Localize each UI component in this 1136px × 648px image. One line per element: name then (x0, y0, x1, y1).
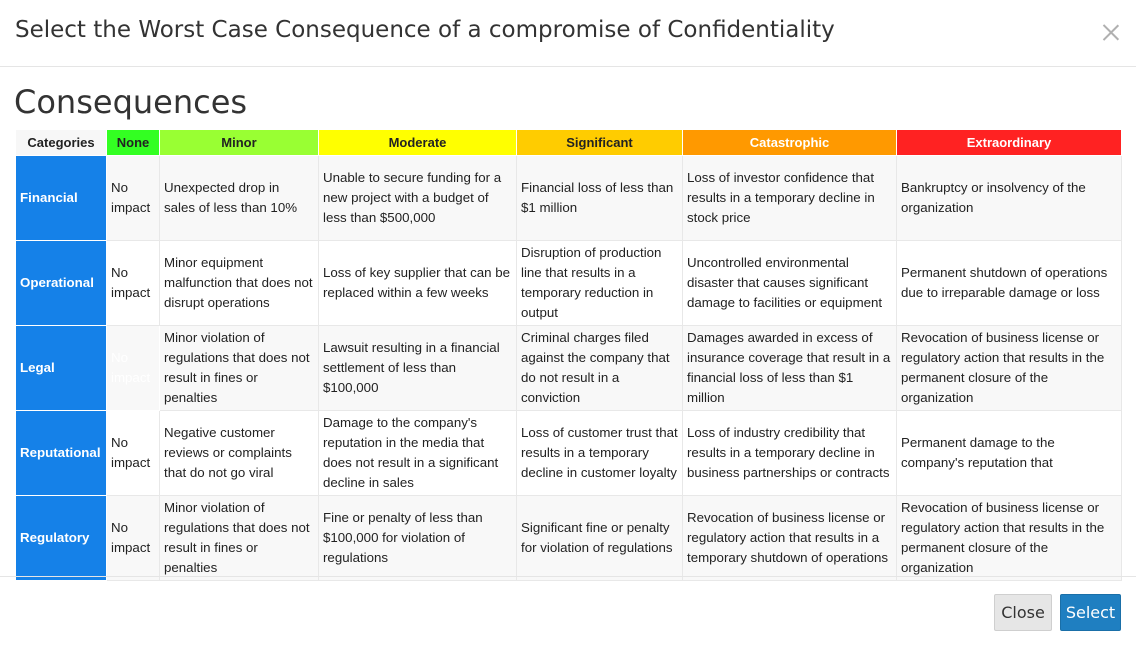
cell-regulatory-catastrophic[interactable]: Revocation of business license or regula… (682, 495, 897, 581)
cell-reputational-extraordinary[interactable]: Permanent damage to the company's reputa… (896, 410, 1122, 496)
header-minor: Minor (159, 129, 319, 156)
cell-reputational-none[interactable]: No impact (106, 410, 160, 496)
cell-regulatory-extraordinary[interactable]: Revocation of business license or regula… (896, 495, 1122, 581)
cell-operational-none[interactable]: No impact (106, 240, 160, 326)
header-none: None (106, 129, 160, 156)
category-legal[interactable]: Legal (15, 325, 107, 411)
cell-regulatory-none[interactable]: No impact (106, 495, 160, 581)
cell-regulatory-moderate[interactable]: Fine or penalty of less than $100,000 fo… (318, 495, 517, 581)
header-categories: Categories (15, 129, 107, 156)
category-operational[interactable]: Operational (15, 240, 107, 326)
cell-financial-catastrophic[interactable]: Loss of investor confidence that results… (682, 155, 897, 241)
category-financial[interactable]: Financial (15, 155, 107, 241)
header-significant: Significant (516, 129, 683, 156)
cell-reputational-significant[interactable]: Loss of customer trust that results in a… (516, 410, 683, 496)
cell-legal-minor[interactable]: Minor violation of regulations that does… (159, 325, 319, 411)
header-catastrophic: Catastrophic (682, 129, 897, 156)
modal-footer: Close Select (0, 576, 1136, 648)
cell-financial-extraordinary[interactable]: Bankruptcy or insolvency of the organiza… (896, 155, 1122, 241)
cell-financial-minor[interactable]: Unexpected drop in sales of less than 10… (159, 155, 319, 241)
cell-legal-none-selected[interactable]: No impact (106, 325, 160, 411)
cell-operational-extraordinary[interactable]: Permanent shutdown of operations due to … (896, 240, 1122, 326)
header-extraordinary: Extraordinary (896, 129, 1122, 156)
close-button[interactable]: Close (994, 594, 1052, 631)
cell-regulatory-minor[interactable]: Minor violation of regulations that does… (159, 495, 319, 581)
cell-regulatory-significant[interactable]: Significant fine or penalty for violatio… (516, 495, 683, 581)
cell-operational-minor[interactable]: Minor equipment malfunction that does no… (159, 240, 319, 326)
cell-operational-catastrophic[interactable]: Uncontrolled environmental disaster that… (682, 240, 897, 326)
modal-header: Select the Worst Case Consequence of a c… (0, 0, 1136, 67)
cell-reputational-catastrophic[interactable]: Loss of industry credibility that result… (682, 410, 897, 496)
modal-title: Select the Worst Case Consequence of a c… (15, 17, 835, 43)
section-title: Consequences (14, 83, 248, 121)
cell-legal-catastrophic[interactable]: Damages awarded in excess of insurance c… (682, 325, 897, 411)
cell-financial-moderate[interactable]: Unable to secure funding for a new proje… (318, 155, 517, 241)
cell-operational-significant[interactable]: Disruption of production line that resul… (516, 240, 683, 326)
close-icon[interactable] (1100, 22, 1122, 44)
table-row-legal: Legal No impact Minor violation of regul… (15, 325, 1122, 411)
select-button[interactable]: Select (1060, 594, 1121, 631)
cell-legal-moderate[interactable]: Lawsuit resulting in a financial settlem… (318, 325, 517, 411)
header-moderate: Moderate (318, 129, 517, 156)
table-row-reputational: Reputational No impact Negative customer… (15, 410, 1122, 496)
cell-operational-moderate[interactable]: Loss of key supplier that can be replace… (318, 240, 517, 326)
cell-reputational-minor[interactable]: Negative customer reviews or complaints … (159, 410, 319, 496)
cell-legal-significant[interactable]: Criminal charges filed against the compa… (516, 325, 683, 411)
header-row: Categories None Minor Moderate Significa… (15, 129, 1122, 156)
cell-financial-significant[interactable]: Financial loss of less than $1 million (516, 155, 683, 241)
consequences-table: Categories None Minor Moderate Significa… (15, 129, 1122, 581)
cell-reputational-moderate[interactable]: Damage to the company's reputation in th… (318, 410, 517, 496)
cell-financial-none[interactable]: No impact (106, 155, 160, 241)
category-reputational[interactable]: Reputational (15, 410, 107, 496)
table-row-financial: Financial No impact Unexpected drop in s… (15, 155, 1122, 241)
category-regulatory[interactable]: Regulatory (15, 495, 107, 581)
cell-legal-extraordinary[interactable]: Revocation of business license or regula… (896, 325, 1122, 411)
table-row-regulatory: Regulatory No impact Minor violation of … (15, 495, 1122, 581)
table-row-operational: Operational No impact Minor equipment ma… (15, 240, 1122, 326)
